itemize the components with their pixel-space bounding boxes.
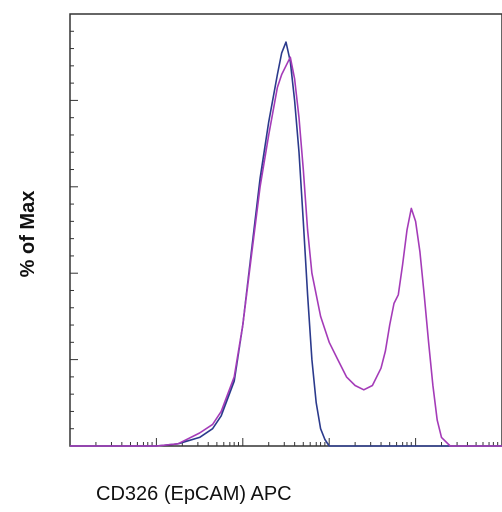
x-axis-ticks bbox=[69, 438, 499, 446]
y-axis-label: % of Max bbox=[17, 191, 39, 278]
series-line-1 bbox=[70, 41, 502, 447]
y-axis-ticks bbox=[70, 13, 78, 447]
series-layer bbox=[70, 41, 502, 447]
plot-frame bbox=[69, 13, 502, 447]
series-line-2 bbox=[70, 56, 502, 447]
x-axis-label: CD326 (EpCAM) APC bbox=[96, 483, 292, 505]
